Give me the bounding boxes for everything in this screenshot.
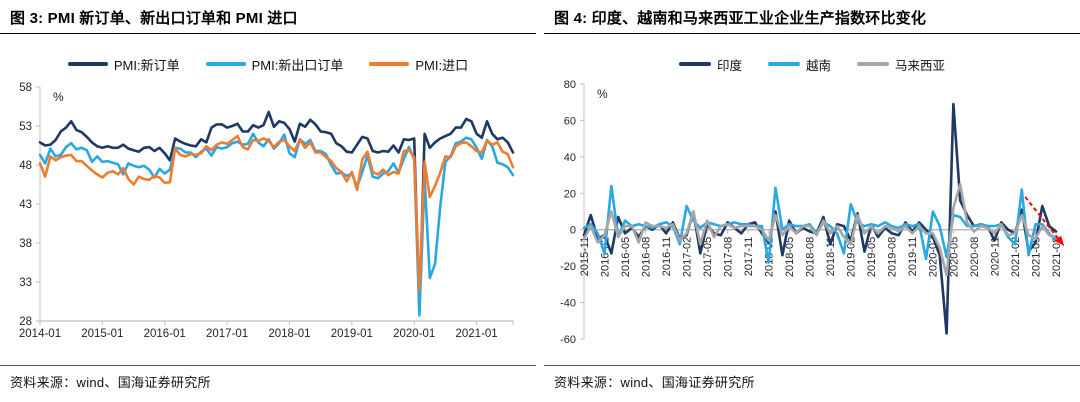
x-tick-label: 2020-01 (393, 328, 435, 340)
legend-item-2: PMI:进口 (369, 55, 468, 74)
x-tick-label: 2017-08 (723, 237, 735, 277)
series-line-0 (38, 110, 515, 313)
x-tick-label: 2020-08 (969, 237, 981, 277)
x-tick-label: 2019-11 (907, 237, 919, 277)
legend-label: PMI:进口 (415, 57, 469, 73)
legend-item-1: PMI:新出口订单 (205, 55, 344, 74)
figure-panel-3: 图 3: PMI 新订单、新出口订单和 PMI 进口 PMI:新订单 PMI:新出… (0, 0, 536, 402)
x-tick-label: 2016-11 (661, 237, 673, 277)
x-tick-label: 2018-01 (268, 328, 310, 340)
legend-swatch (767, 62, 800, 66)
y-tick-label: 38 (19, 238, 32, 250)
x-tick-label: 2021-08 (1051, 237, 1063, 277)
legend-swatch (678, 62, 711, 66)
y-tick-label: 40 (564, 152, 576, 164)
legend-label: 越南 (805, 58, 831, 73)
figure-4-title: 图 4: 印度、越南和马来西亚工业企业生产指数环比变化 (544, 0, 1080, 34)
y-tick-label: 33 (19, 277, 32, 289)
figure-4-legend: 印度 越南 马来西亚 (544, 54, 1080, 74)
x-tick-label: 2018-08 (805, 237, 817, 277)
series-line-0 (582, 102, 1058, 335)
legend-label: 马来西亚 (895, 58, 946, 73)
legend-swatch (857, 62, 889, 66)
legend-label: PMI:新出口订单 (251, 57, 344, 73)
legend-item-0: PMI:新订单 (67, 55, 180, 74)
x-tick-label: 2020-11 (989, 237, 1001, 277)
y-tick-label: 58 (19, 82, 32, 94)
legend-item-0: 印度 (678, 55, 742, 74)
x-tick-label: 2019-02 (846, 237, 858, 277)
x-tick-label: 2016-08 (640, 237, 652, 277)
y-tick-label: -60 (560, 334, 576, 346)
series-line-2 (38, 134, 515, 292)
x-tick-label: 2016-01 (144, 328, 186, 340)
legend-label: 印度 (716, 58, 742, 73)
source-divider (544, 365, 1080, 366)
y-tick-label: 48 (19, 160, 32, 172)
y-tick-label: 20 (564, 188, 576, 200)
x-tick-label: 2017-02 (681, 237, 693, 277)
y-tick-label: 0 (570, 225, 576, 237)
y-tick-label: 60 (564, 115, 576, 127)
x-tick-label: 2017-11 (743, 237, 755, 277)
x-tick-label: 2019-08 (887, 237, 899, 277)
x-tick-label: 2016-05 (620, 237, 632, 277)
x-tick-label: 2018-05 (784, 237, 796, 277)
y-tick-label: -40 (560, 298, 576, 310)
x-tick-label: 2018-11 (825, 237, 837, 277)
trend-arrow-annotation (1024, 196, 1065, 247)
x-tick-label: 2020-05 (948, 237, 960, 277)
legend-label: PMI:新订单 (113, 57, 180, 73)
y-tick-label: 28 (19, 316, 32, 328)
figure-3-legend: PMI:新订单 PMI:新出口订单 PMI:进口 (0, 54, 536, 74)
y-unit-label: % (597, 87, 608, 101)
x-tick-label: 2017-01 (206, 328, 248, 340)
y-unit-label: % (53, 90, 64, 104)
x-tick-label: 2014-01 (19, 328, 61, 340)
x-tick-label: 2015-01 (81, 328, 123, 340)
source-divider (0, 365, 536, 366)
x-tick-label: 2015-11 (579, 237, 591, 277)
x-tick-label: 2021-01 (456, 328, 498, 340)
legend-item-2: 马来西亚 (857, 55, 945, 74)
figure-panel-4: 图 4: 印度、越南和马来西亚工业企业生产指数环比变化 印度 越南 马来西亚 80 6… (544, 0, 1080, 402)
series-line-2 (582, 182, 1058, 277)
x-tick-label: 2017-05 (702, 237, 714, 277)
x-tick-label: 2021-02 (1010, 237, 1022, 277)
figure-3-title: 图 3: PMI 新订单、新出口订单和 PMI 进口 (0, 0, 536, 34)
y-tick-label: -20 (560, 261, 576, 273)
x-tick-label: 2019-01 (331, 328, 373, 340)
figure-4-source: 资料来源：wind、国海证券研究所 (554, 375, 755, 390)
legend-swatch (67, 62, 108, 66)
legend-swatch (205, 62, 246, 66)
figure-3-source: 资料来源：wind、国海证券研究所 (10, 375, 211, 390)
series-line-1 (38, 132, 515, 317)
legend-swatch (369, 62, 410, 66)
x-tick-label: 2019-05 (866, 237, 878, 277)
y-tick-label: 43 (19, 199, 32, 211)
legend-item-1: 越南 (767, 55, 831, 74)
y-tick-label: 80 (564, 79, 576, 91)
y-tick-label: 53 (19, 121, 32, 133)
